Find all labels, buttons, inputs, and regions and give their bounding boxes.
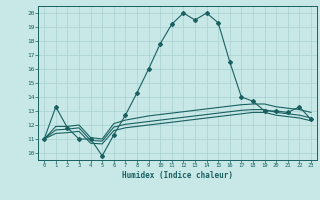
X-axis label: Humidex (Indice chaleur): Humidex (Indice chaleur) <box>122 171 233 180</box>
